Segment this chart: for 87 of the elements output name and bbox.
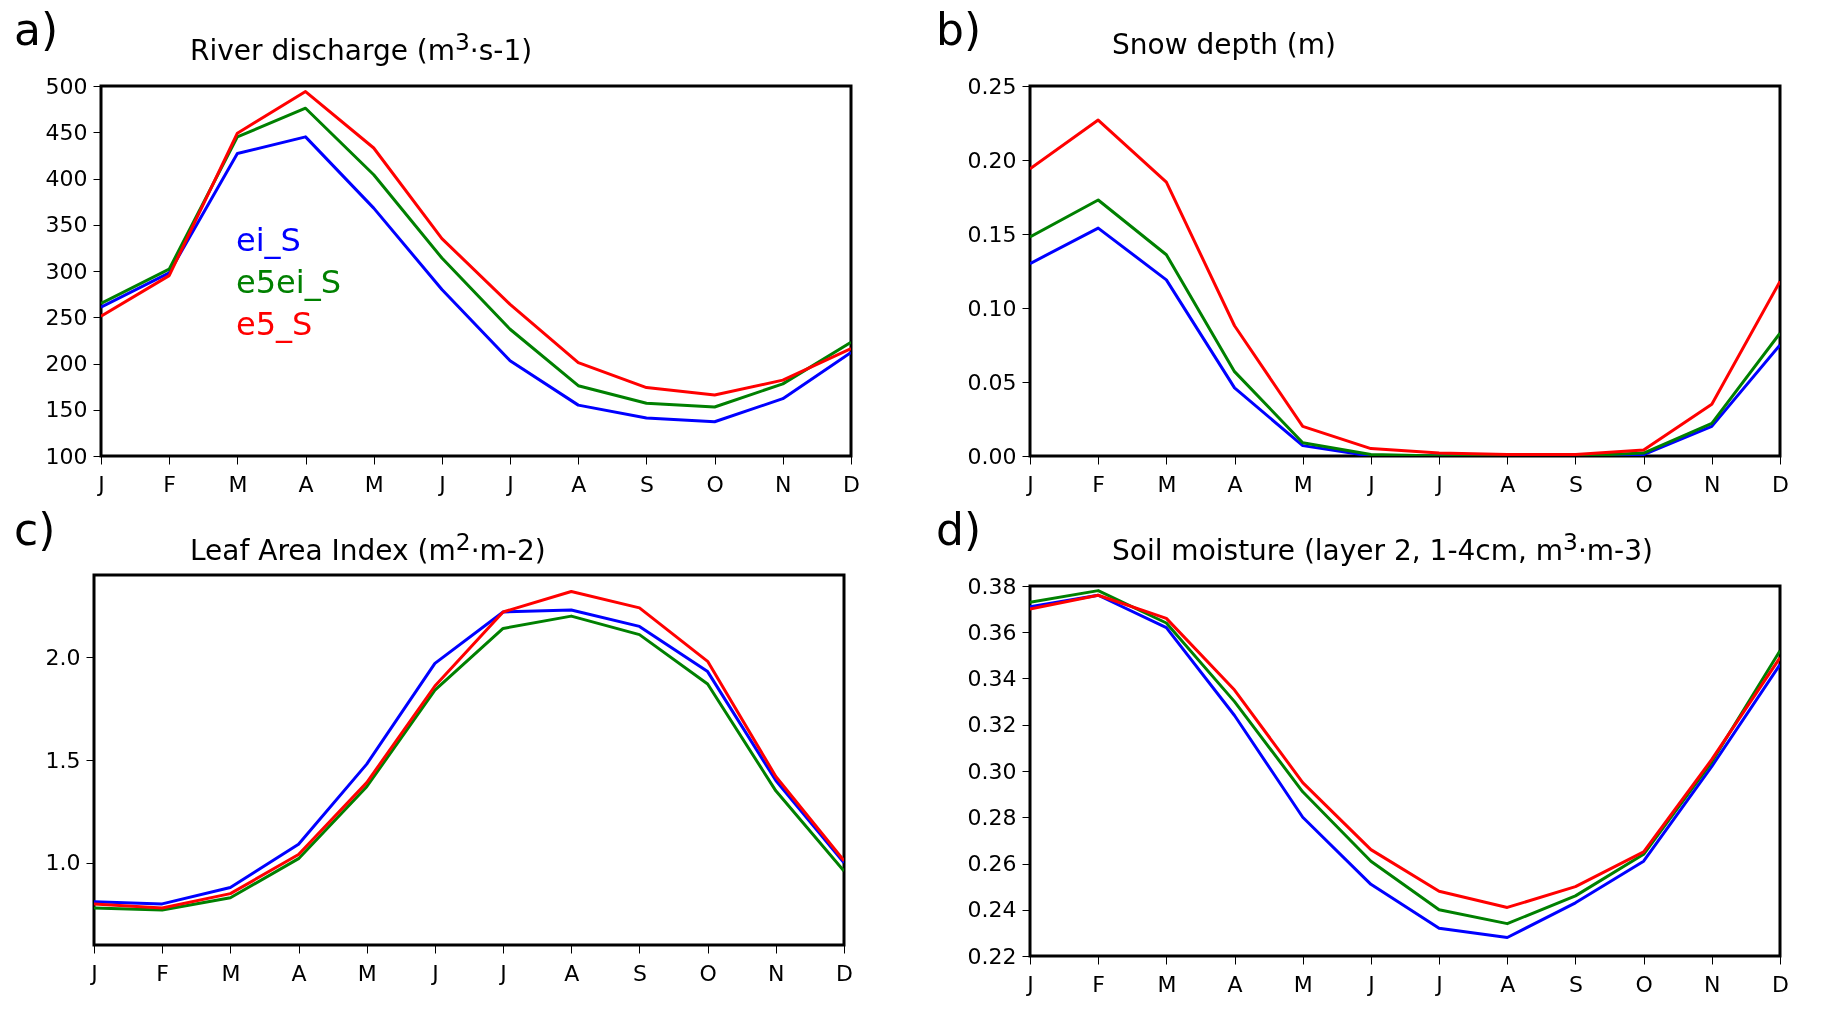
- x-tick-label: J: [96, 471, 105, 497]
- y-tick-label: 0.30: [967, 758, 1017, 784]
- text: c): [14, 504, 56, 555]
- y-tick-label: 0.28: [967, 804, 1017, 830]
- y-tick-label: 250: [45, 304, 88, 330]
- x-tick-label: A: [1500, 971, 1516, 997]
- series-label: ei_S: [236, 221, 301, 260]
- x-tick-label: J: [1025, 471, 1034, 497]
- x-tick-label: A: [291, 960, 307, 986]
- x-tick-label: M: [228, 471, 248, 497]
- x-tick-label: O: [1635, 971, 1653, 997]
- x-tick-label: S: [1568, 471, 1583, 497]
- x-tick-label: A: [1227, 971, 1243, 997]
- chart-title: River discharge (m$^{3}$·s-1): [190, 28, 533, 68]
- y-tick-label: 0.26: [967, 851, 1017, 876]
- y-tick-label: 0.36: [967, 619, 1017, 645]
- x-tick-label: N: [1704, 971, 1721, 997]
- y-tick-label: 400: [45, 166, 88, 191]
- x-tick-label: J: [89, 960, 98, 986]
- x-tick-label: J: [1025, 971, 1034, 997]
- y-tick-label: 0.20: [967, 147, 1017, 173]
- x-tick-label: M: [1293, 471, 1313, 497]
- x-tick-label: J: [505, 471, 514, 497]
- x-tick-label: J: [498, 960, 507, 986]
- x-tick-label: J: [1434, 971, 1443, 997]
- chart-title: Soil moisture (layer 2, 1-4cm, m$^{3}$·m-3): [1112, 528, 1653, 568]
- x-tick-label: F: [163, 471, 177, 497]
- text: d): [936, 504, 982, 555]
- x-tick-label: O: [706, 471, 724, 497]
- x-tick-label: D: [1772, 971, 1789, 997]
- text: e5_S: [236, 305, 313, 344]
- chart-title: Snow depth (m): [1112, 28, 1336, 61]
- y-tick-label: 150: [45, 397, 88, 423]
- y-tick-label: 100: [45, 443, 88, 469]
- text: b): [936, 4, 982, 55]
- x-tick-label: F: [156, 960, 170, 986]
- text: a): [14, 4, 59, 55]
- chart-title: Leaf Area Index (m$^{2}$·m-2): [190, 528, 546, 568]
- x-tick-label: N: [768, 960, 785, 986]
- y-tick-label: 0.34: [967, 666, 1017, 691]
- x-tick-label: S: [639, 471, 654, 497]
- x-tick-label: F: [1092, 971, 1106, 997]
- y-tick-label: 0.15: [967, 221, 1017, 247]
- x-tick-label: J: [1434, 471, 1443, 497]
- x-tick-label: J: [437, 471, 446, 497]
- x-tick-label: D: [843, 471, 860, 497]
- y-tick-label: 0.32: [967, 712, 1017, 738]
- x-tick-label: S: [1568, 971, 1583, 997]
- y-tick-label: 0.00: [967, 443, 1017, 469]
- x-tick-label: M: [1157, 471, 1177, 497]
- x-tick-label: A: [298, 471, 314, 497]
- y-tick-label: 0.38: [967, 573, 1017, 599]
- x-tick-label: N: [1704, 471, 1721, 497]
- x-tick-label: J: [430, 960, 439, 986]
- y-tick-label: 1.5: [45, 747, 81, 773]
- y-tick-label: 500: [45, 73, 88, 99]
- x-tick-label: F: [1092, 471, 1106, 497]
- x-tick-label: A: [564, 960, 580, 986]
- x-tick-label: O: [1635, 471, 1653, 497]
- y-tick-label: 2.0: [45, 644, 81, 670]
- x-tick-label: A: [1500, 471, 1516, 497]
- x-tick-label: M: [357, 960, 377, 986]
- y-tick-label: 200: [45, 351, 88, 376]
- y-tick-label: 0.22: [967, 943, 1017, 969]
- x-tick-label: A: [571, 471, 587, 497]
- x-tick-label: S: [632, 960, 647, 986]
- series-label: e5ei_S: [236, 263, 341, 302]
- x-tick-label: M: [1157, 971, 1177, 997]
- x-tick-label: M: [221, 960, 241, 986]
- x-tick-label: N: [775, 471, 792, 497]
- x-tick-label: J: [1366, 971, 1375, 997]
- y-tick-label: 300: [45, 258, 88, 284]
- x-tick-label: M: [364, 471, 384, 497]
- y-tick-label: 350: [45, 212, 88, 238]
- line-series: [1030, 118, 1780, 456]
- x-tick-label: A: [1227, 471, 1243, 497]
- x-tick-label: O: [699, 960, 717, 986]
- y-tick-label: 1.0: [45, 850, 81, 876]
- y-tick-label: 0.10: [967, 295, 1017, 321]
- x-tick-label: J: [1366, 471, 1375, 497]
- x-tick-label: D: [1772, 471, 1789, 497]
- y-tick-label: 0.25: [967, 73, 1017, 99]
- x-tick-label: D: [836, 960, 853, 986]
- y-tick-label: 0.24: [967, 897, 1017, 923]
- y-tick-label: 0.05: [967, 369, 1017, 395]
- y-tick-label: 450: [45, 119, 88, 145]
- x-tick-label: M: [1293, 971, 1313, 997]
